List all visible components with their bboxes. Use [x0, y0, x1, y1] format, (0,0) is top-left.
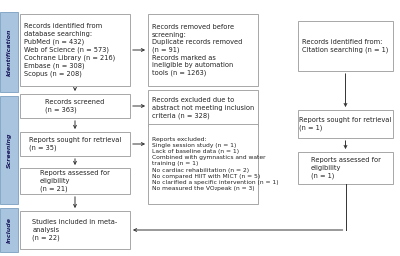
Text: Reports sought for retrieval
(n = 1): Reports sought for retrieval (n = 1): [299, 117, 392, 131]
Text: Records excluded due to
abstract not meeting inclusion
criteria (n = 328): Records excluded due to abstract not mee…: [152, 97, 254, 119]
Text: Records identified from:
Citation searching (n = 1): Records identified from: Citation search…: [302, 39, 389, 53]
Text: Reports sought for retrieval
(n = 35): Reports sought for retrieval (n = 35): [29, 137, 121, 151]
Text: Reports assessed for
eligibility
(n = 21): Reports assessed for eligibility (n = 21…: [40, 170, 110, 192]
Bar: [148, 14, 258, 86]
Bar: [0, 12, 18, 92]
Bar: [20, 132, 130, 156]
Bar: [148, 90, 258, 126]
Bar: [148, 124, 258, 204]
Bar: [20, 14, 130, 86]
Text: Studies included in meta-
analysis
(n = 22): Studies included in meta- analysis (n = …: [32, 219, 118, 241]
Text: Identification: Identification: [6, 28, 12, 76]
Text: Reports excluded:
Single session study (n = 1)
Lack of baseline data (n = 1)
Com: Reports excluded: Single session study (…: [152, 137, 279, 191]
Text: Records screened
(n = 363): Records screened (n = 363): [45, 99, 105, 113]
Bar: [298, 21, 393, 71]
Bar: [298, 110, 393, 138]
Bar: [0, 96, 18, 204]
Text: Reports assessed for
eligibility
(n = 1): Reports assessed for eligibility (n = 1): [310, 157, 380, 179]
Bar: [298, 152, 393, 184]
Bar: [0, 208, 18, 252]
Text: Records removed before
screening:
Duplicate records removed
(n = 91)
Records mar: Records removed before screening: Duplic…: [152, 24, 242, 76]
Text: Records identified from
database searching:
PubMed (n = 432)
Web of Science (n =: Records identified from database searchi…: [24, 23, 115, 77]
Bar: [20, 94, 130, 118]
Text: Screening: Screening: [6, 132, 12, 168]
Bar: [20, 211, 130, 249]
Bar: [20, 168, 130, 194]
Text: Include: Include: [6, 217, 12, 243]
